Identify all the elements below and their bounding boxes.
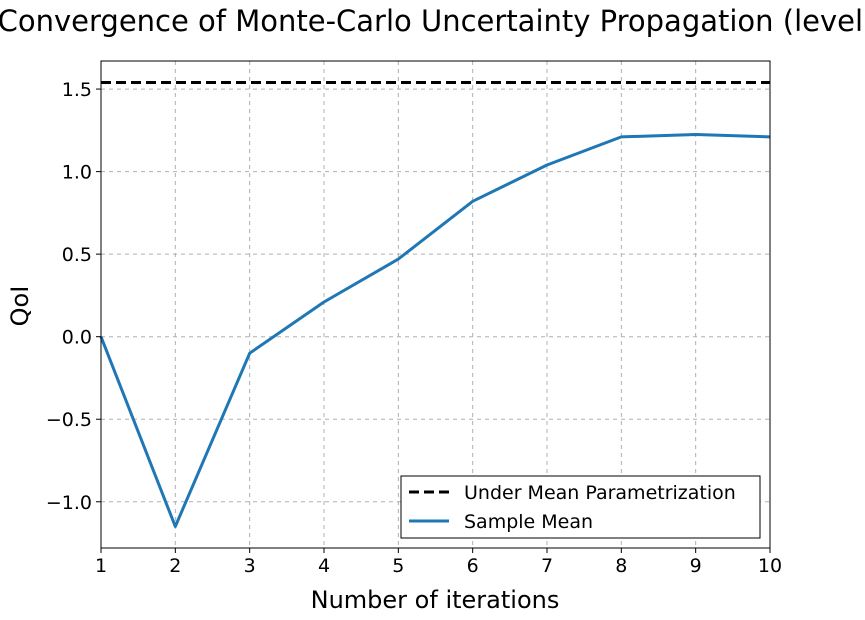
x-tick-label: 4 [318,555,330,577]
x-tick-label: 7 [541,555,553,577]
series-line [99,133,771,528]
y-tick-label: −0.5 [46,409,92,431]
legend-box [400,475,761,539]
legend-label: Under Mean Parametrization [464,482,736,504]
legend: Under Mean Parametrization Sample Mean [400,475,761,539]
ticks: 1 2 3 4 5 6 7 8 9 10 1.5 1.0 0.5 0.0 −0.5 −1.0 [46,79,782,577]
x-tick-label: 1 [95,555,107,577]
x-tick-label: 9 [690,555,702,577]
x-tick-label: 6 [467,555,479,577]
y-tick-label: −1.0 [46,492,92,514]
x-tick-label: 8 [615,555,627,577]
legend-label: Sample Mean [464,511,593,533]
x-tick-label: 3 [244,555,256,577]
chart-title: Convergence of Monte-Carlo Uncertainty P… [0,4,865,38]
x-tick-label: 10 [758,555,782,577]
y-axis-title: QoI [6,286,34,327]
y-tick-label: 0.5 [62,244,92,266]
plot-lines [99,81,771,528]
y-tick-label: 1.0 [62,162,92,184]
plot-frame [100,60,771,549]
x-tick-label: 5 [392,555,404,577]
y-tick-label: 0.0 [62,327,92,349]
x-tick-label: 2 [169,555,181,577]
x-axis-title: Number of iterations [311,586,560,614]
y-tick-label: 1.5 [62,79,92,101]
